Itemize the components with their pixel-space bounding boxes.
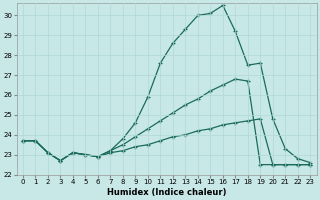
X-axis label: Humidex (Indice chaleur): Humidex (Indice chaleur) bbox=[107, 188, 226, 197]
